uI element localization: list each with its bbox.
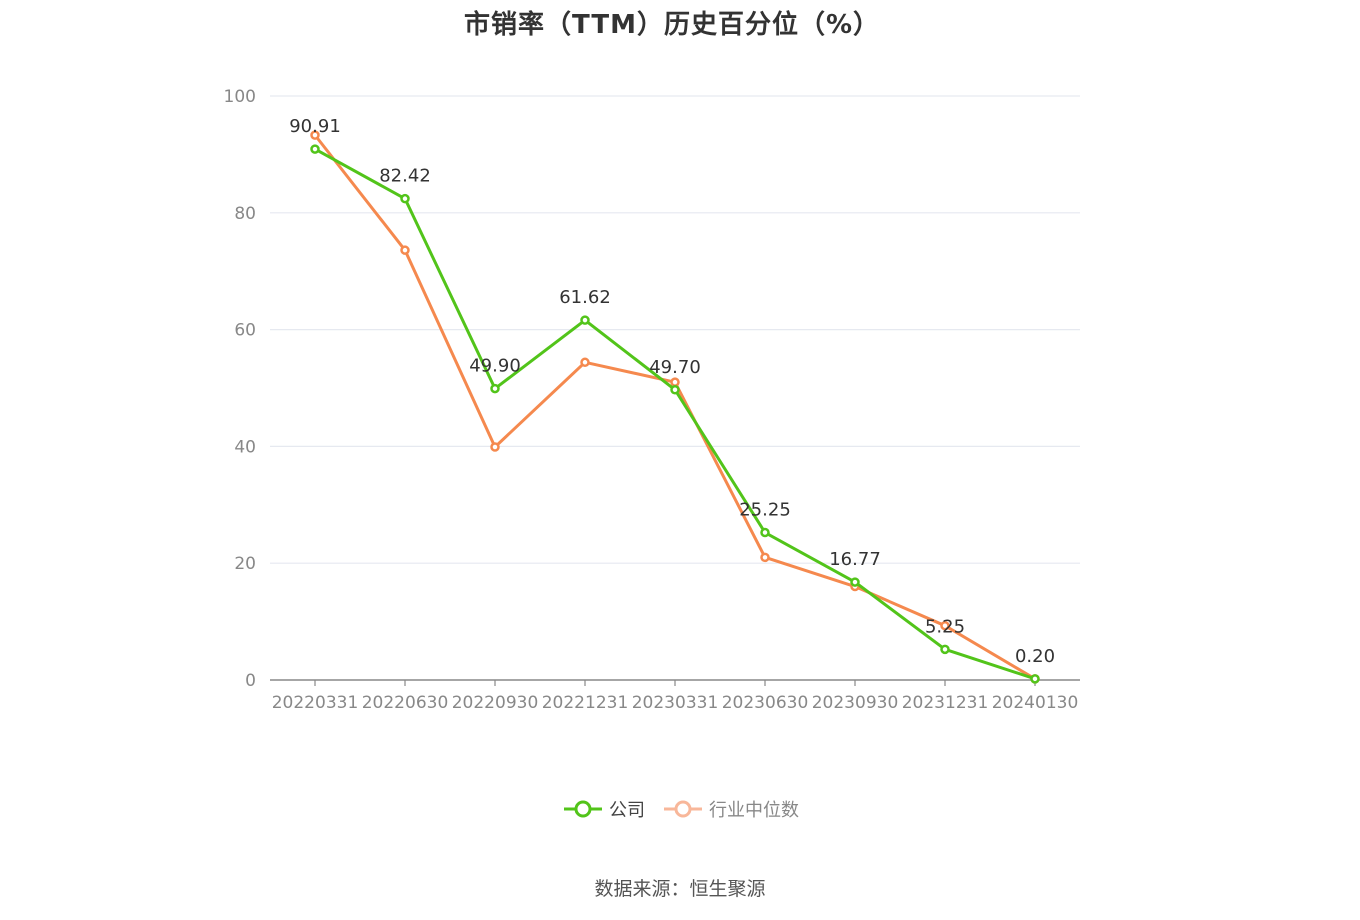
data-point: [940, 644, 950, 655]
data-label: 61.62: [559, 287, 611, 308]
data-point: [490, 442, 500, 452]
x-tick-label: 20221231: [542, 693, 629, 713]
y-tick-label: 60: [234, 321, 256, 341]
x-tick-label: 20240130: [992, 693, 1079, 713]
y-axis-ticks: 0 20 40 60 80 100: [224, 87, 256, 691]
data-point: [400, 245, 410, 255]
legend-industry-label: 行业中位数: [709, 800, 799, 821]
data-point: [670, 377, 680, 387]
legend-company-label: 公司: [609, 800, 645, 821]
x-tick-label: 20220630: [362, 693, 449, 713]
data-point: [760, 552, 770, 563]
legend-industry-marker-icon: [664, 800, 702, 818]
data-label: 49.90: [469, 356, 521, 377]
data-point: [940, 620, 950, 631]
data-label: 82.42: [379, 166, 431, 187]
y-tick-label: 20: [234, 554, 256, 574]
data-point: [400, 193, 410, 204]
chart-title: 市销率（TTM）历史百分位（%）: [464, 10, 880, 40]
data-label: 5.25: [925, 616, 965, 637]
data-label: 25.25: [739, 500, 791, 521]
y-tick-label: 0: [245, 671, 256, 691]
grid-lines: [270, 95, 1080, 564]
x-tick-label: 20230930: [812, 693, 899, 713]
data-label: 0.20: [1015, 646, 1055, 667]
data-label: 49.70: [649, 357, 701, 378]
legend-company-marker-icon: [564, 800, 602, 818]
data-point: [310, 144, 320, 154]
x-tick-label: 20230630: [722, 693, 809, 713]
data-labels: 90.91 82.42 49.90 61.62 49.70 25.25 16.77 5.25 0…: [289, 116, 1055, 667]
series-lines: [310, 130, 1040, 684]
y-tick-label: 100: [224, 87, 256, 107]
data-point: [670, 385, 680, 395]
x-tick-label: 20231231: [902, 693, 989, 713]
data-point: [760, 527, 770, 538]
series-line-0: [314, 147, 1036, 681]
y-tick-label: 40: [234, 437, 256, 457]
data-label: 16.77: [829, 549, 881, 570]
series-line-1: [313, 134, 1036, 681]
legend-item-company[interactable]: 公司: [563, 796, 645, 822]
data-point: [1030, 674, 1040, 684]
data-point: [310, 130, 320, 140]
data-source: 数据来源：恒生聚源: [594, 878, 766, 900]
x-tick-label: 20220331: [272, 693, 359, 713]
x-axis-ticks: 20220331 20220630 20220930 20221231 20230331…: [272, 680, 1079, 713]
x-tick-label: 20220930: [452, 693, 539, 713]
y-tick-label: 80: [234, 204, 256, 224]
data-point: [580, 315, 590, 325]
data-point: [850, 577, 860, 587]
data-label: 90.91: [289, 116, 341, 137]
legend: 公司 行业中位数: [0, 796, 1360, 822]
x-tick-label: 20230331: [632, 693, 719, 713]
data-point: [490, 383, 500, 394]
legend-item-industry[interactable]: 行业中位数: [663, 796, 799, 822]
data-point: [580, 357, 590, 368]
